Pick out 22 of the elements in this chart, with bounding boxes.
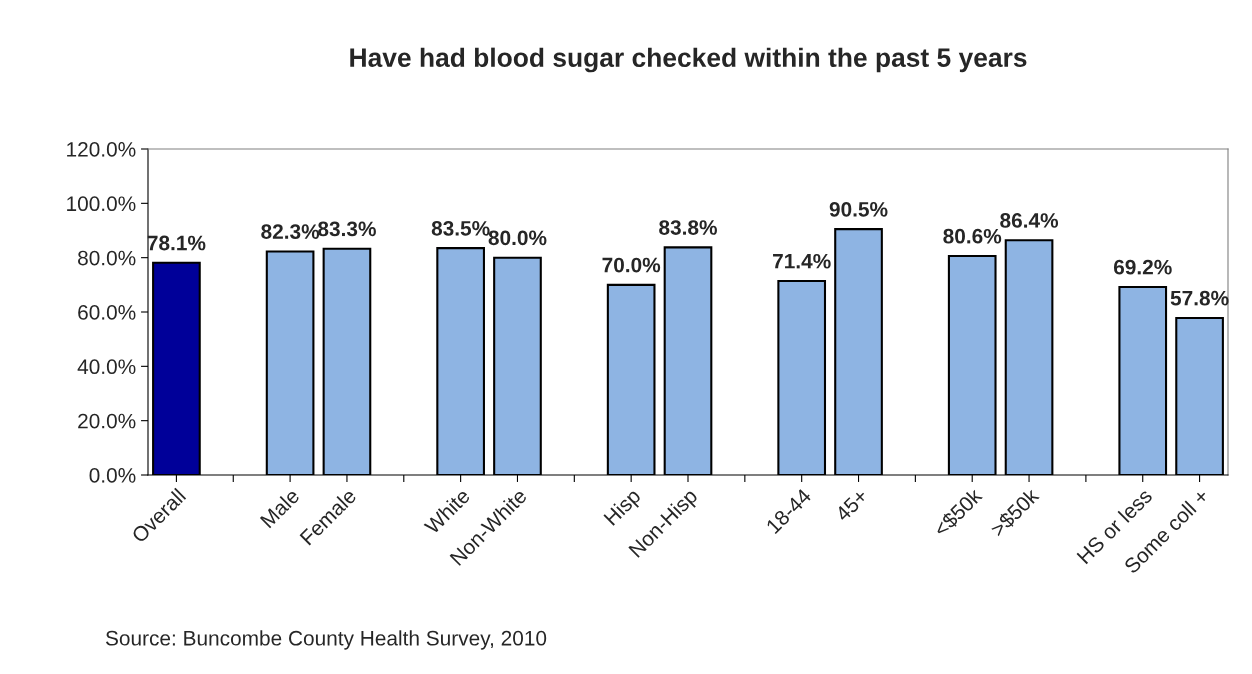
data-label: 69.2% — [1113, 259, 1172, 275]
data-label: 82.3% — [261, 224, 320, 239]
y-tick-label: 120.0% — [67, 142, 136, 157]
data-label: 83.3% — [318, 221, 376, 237]
data-label: 57.8% — [1170, 290, 1229, 306]
y-tick-label: 80.0% — [78, 250, 136, 266]
chart-title: Have had blood sugar checked within the past 5 years — [350, 47, 1027, 73]
data-label: 80.6% — [943, 228, 1002, 244]
y-tick-label: 60.0% — [78, 305, 136, 320]
data-label: 71.4% — [773, 253, 831, 269]
y-tick-label: 0.0% — [89, 468, 136, 483]
x-tick-label: 45+ — [834, 488, 869, 523]
data-label: 80.0% — [488, 230, 547, 246]
y-tick-label: 20.0% — [78, 413, 136, 429]
data-label: 90.5% — [829, 201, 888, 217]
data-label: 86.4% — [1000, 213, 1059, 228]
data-label: 83.5% — [431, 220, 490, 236]
source-note: Source: Buncombe County Health Survey, 2010 — [105, 630, 547, 650]
data-label: 83.8% — [659, 220, 717, 235]
y-tick-label: 100.0% — [67, 196, 136, 212]
y-tick-label: 40.0% — [77, 359, 136, 375]
data-label: 70.0% — [602, 257, 661, 273]
